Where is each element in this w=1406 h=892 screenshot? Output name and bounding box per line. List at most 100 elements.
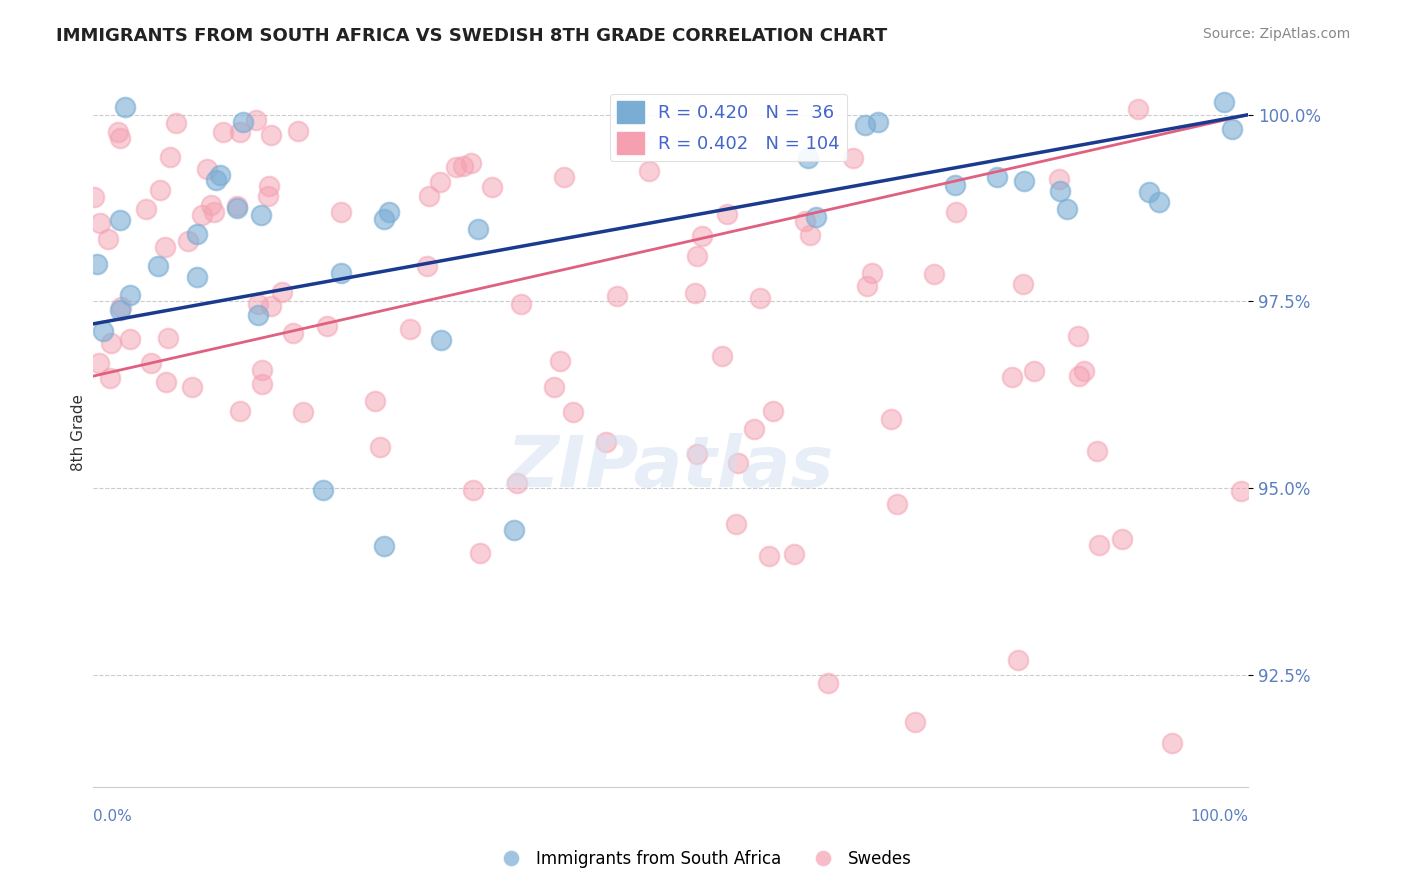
Point: [91, 324, 114, 338]
Point: [1067, 329, 1090, 343]
Point: [118, 287, 141, 301]
Point: [108, 302, 131, 317]
Point: [451, 159, 474, 173]
Point: [107, 125, 129, 139]
Point: [86, 257, 108, 271]
Point: [502, 523, 524, 537]
Point: [945, 204, 967, 219]
Point: [1011, 277, 1033, 291]
Point: [1047, 172, 1070, 186]
Point: [260, 300, 283, 314]
Point: [270, 285, 292, 300]
Point: [246, 297, 269, 311]
Point: [855, 278, 877, 293]
Point: [444, 160, 467, 174]
Text: Source: ZipAtlas.com: Source: ZipAtlas.com: [1202, 27, 1350, 41]
Point: [159, 150, 181, 164]
Point: [89, 216, 111, 230]
Point: [146, 259, 169, 273]
Point: [1085, 443, 1108, 458]
Point: [181, 380, 204, 394]
Point: [1001, 369, 1024, 384]
Point: [1088, 538, 1111, 552]
Point: [246, 309, 269, 323]
Point: [139, 356, 162, 370]
Point: [205, 173, 228, 187]
Point: [606, 289, 628, 303]
Legend: Immigrants from South Africa, Swedes: Immigrants from South Africa, Swedes: [488, 844, 918, 875]
Point: [149, 183, 172, 197]
Point: [595, 434, 617, 449]
Point: [686, 447, 709, 461]
Point: [195, 161, 218, 176]
Point: [793, 214, 815, 228]
Text: ZIPatlas: ZIPatlas: [508, 434, 834, 502]
Point: [378, 205, 401, 219]
Point: [481, 180, 503, 194]
Point: [986, 170, 1008, 185]
Point: [165, 116, 187, 130]
Point: [202, 205, 225, 219]
Point: [783, 547, 806, 561]
Point: [1022, 364, 1045, 378]
Point: [686, 249, 709, 263]
Point: [716, 207, 738, 221]
Point: [312, 483, 335, 497]
Point: [100, 336, 122, 351]
Point: [232, 114, 254, 128]
Point: [250, 377, 273, 392]
Point: [710, 350, 733, 364]
Point: [506, 475, 529, 490]
Point: [725, 517, 748, 532]
Point: [191, 208, 214, 222]
Point: [1213, 95, 1236, 109]
Point: [186, 227, 208, 241]
Point: [467, 221, 489, 235]
Point: [1149, 194, 1171, 209]
Y-axis label: 8th Grade: 8th Grade: [72, 393, 86, 471]
Point: [1049, 184, 1071, 198]
Point: [553, 169, 575, 184]
Point: [200, 198, 222, 212]
Point: [804, 211, 827, 225]
Point: [260, 128, 283, 143]
Point: [87, 356, 110, 370]
Point: [418, 189, 440, 203]
Point: [287, 124, 309, 138]
Point: [114, 100, 136, 114]
Point: [762, 404, 785, 418]
Point: [211, 125, 233, 139]
Point: [186, 269, 208, 284]
Point: [430, 333, 453, 347]
Point: [690, 229, 713, 244]
Point: [226, 199, 249, 213]
Point: [177, 235, 200, 249]
Point: [208, 169, 231, 183]
Point: [330, 205, 353, 219]
Point: [108, 131, 131, 145]
Point: [868, 114, 890, 128]
Legend: R = 0.420   N =  36, R = 0.402   N = 104: R = 0.420 N = 36, R = 0.402 N = 104: [610, 94, 848, 161]
Point: [226, 201, 249, 215]
Point: [155, 375, 177, 389]
Text: 100.0%: 100.0%: [1189, 809, 1249, 824]
Point: [853, 118, 876, 132]
Point: [256, 189, 278, 203]
Point: [429, 175, 451, 189]
Point: [1012, 174, 1035, 188]
Point: [886, 497, 908, 511]
Point: [1161, 736, 1184, 750]
Point: [638, 164, 661, 178]
Point: [153, 240, 176, 254]
Point: [460, 156, 482, 170]
Point: [368, 441, 391, 455]
Point: [543, 380, 565, 394]
Point: [399, 322, 422, 336]
Point: [748, 291, 770, 305]
Point: [316, 318, 339, 333]
Point: [416, 259, 439, 273]
Point: [364, 394, 387, 409]
Point: [98, 371, 121, 385]
Point: [1126, 102, 1149, 116]
Point: [135, 202, 157, 216]
